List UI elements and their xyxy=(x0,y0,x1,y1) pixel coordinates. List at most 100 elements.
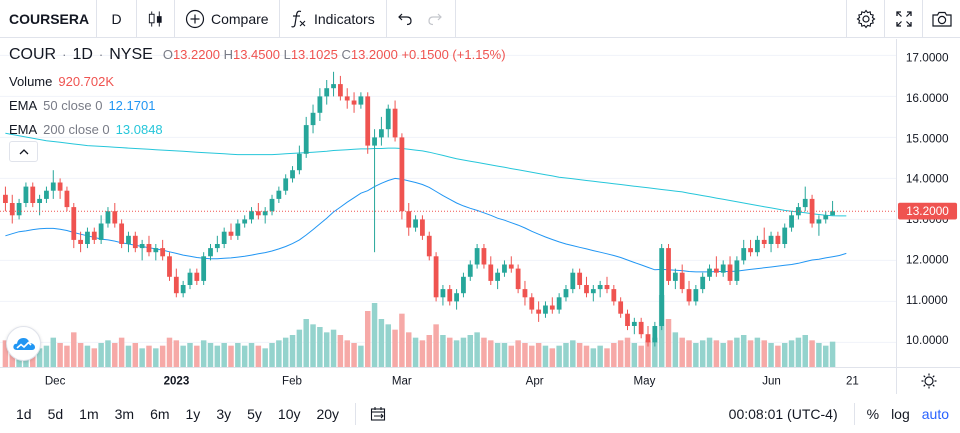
range-button-10y[interactable]: 10y xyxy=(277,405,301,422)
candle-body xyxy=(235,223,241,236)
candle-body xyxy=(126,235,131,244)
volume-bar xyxy=(194,345,200,367)
indicators-label: Indicators xyxy=(314,10,375,27)
candle xyxy=(549,297,555,314)
volume-bar xyxy=(631,343,638,367)
price-axis[interactable]: 17.000016.000015.000014.000013.000012.00… xyxy=(896,39,960,367)
indicators-button[interactable]: Indicators xyxy=(280,0,387,38)
volume-bar xyxy=(255,345,262,367)
candle xyxy=(139,239,145,261)
legend-dot: · xyxy=(98,47,104,62)
candle xyxy=(700,272,706,294)
candle-body xyxy=(37,198,42,203)
candle xyxy=(296,145,302,175)
candle-body xyxy=(666,248,671,281)
volume-bar xyxy=(351,343,357,367)
volume-bar xyxy=(317,327,323,367)
candle xyxy=(543,301,548,318)
snapshot-button[interactable] xyxy=(922,0,960,38)
undo-icon[interactable] xyxy=(397,11,413,27)
candle-body xyxy=(782,227,788,244)
toolbar-right xyxy=(846,0,960,38)
volume-bar xyxy=(112,343,118,367)
candle-body xyxy=(447,289,453,302)
range-button-5y[interactable]: 5y xyxy=(247,405,262,422)
ema200-legend[interactable]: EMA 200 close 0 13.0848 xyxy=(9,117,506,141)
fullscreen-icon xyxy=(895,11,912,27)
legend-ticker: COUR xyxy=(9,46,57,63)
compare-button[interactable]: Compare xyxy=(175,0,280,38)
axis-settings-corner[interactable] xyxy=(896,367,960,394)
candle-body xyxy=(809,198,815,224)
candle-body xyxy=(173,276,179,294)
fullscreen-button[interactable] xyxy=(884,0,922,38)
range-button-1m[interactable]: 1m xyxy=(79,405,99,422)
top-toolbar: COURSERA D Compare Indicators xyxy=(0,0,960,38)
candle-body xyxy=(461,276,466,294)
function-icon xyxy=(291,10,306,27)
settings-button[interactable] xyxy=(846,0,884,38)
candle xyxy=(276,186,282,203)
candle xyxy=(262,207,268,224)
redo-icon[interactable] xyxy=(427,11,443,27)
candle-body xyxy=(153,248,159,253)
candle-body xyxy=(481,248,487,265)
bottom-right-controls: 00:08:01 (UTC-4) % log auto xyxy=(713,394,960,433)
volume-bar xyxy=(371,303,378,367)
auto-toggle[interactable]: auto xyxy=(921,405,949,422)
volume-bar xyxy=(43,345,50,367)
volume-bar xyxy=(494,343,501,367)
timezone-clock[interactable]: 00:08:01 (UTC-4) xyxy=(728,405,838,422)
candle-body xyxy=(249,211,254,220)
chart-type-button[interactable] xyxy=(137,0,175,38)
tradingview-logo-button[interactable] xyxy=(6,326,41,361)
candle xyxy=(358,92,364,109)
interval-button[interactable]: D xyxy=(97,0,137,38)
volume-bar xyxy=(693,343,699,367)
volume-bar xyxy=(453,340,460,367)
range-button-3m[interactable]: 3m xyxy=(114,405,135,422)
volume-legend[interactable]: Volume 920.702K xyxy=(9,69,506,93)
volume-bar xyxy=(159,345,166,367)
candle xyxy=(645,326,651,347)
candle xyxy=(741,239,747,265)
candle xyxy=(754,235,760,257)
candle-body xyxy=(303,125,309,154)
candle-body xyxy=(508,264,514,269)
volume-bar xyxy=(125,345,132,367)
range-button-3y[interactable]: 3y xyxy=(216,405,232,422)
candle xyxy=(659,244,665,331)
candle xyxy=(16,198,22,220)
candle xyxy=(365,92,371,154)
range-button-5d[interactable]: 5d xyxy=(47,405,64,422)
candle-body xyxy=(830,211,835,216)
legend-interval: 1D xyxy=(72,46,93,63)
log-toggle[interactable]: log xyxy=(891,405,910,422)
range-button-20y[interactable]: 20y xyxy=(316,405,340,422)
symbol-search-button[interactable]: COURSERA xyxy=(0,0,97,38)
candle xyxy=(686,280,692,306)
volume-bar xyxy=(563,343,569,367)
candle-body xyxy=(495,272,501,281)
candle xyxy=(426,231,432,261)
date-range-button[interactable] xyxy=(364,406,394,422)
candle-body xyxy=(638,321,644,335)
candle xyxy=(823,211,829,224)
volume-bar xyxy=(358,345,364,367)
candle-body xyxy=(761,239,767,244)
range-button-1d[interactable]: 1d xyxy=(16,405,32,422)
volume-bar xyxy=(77,343,84,367)
range-button-6m[interactable]: 6m xyxy=(150,405,170,422)
legend-collapse-button[interactable] xyxy=(9,141,38,162)
candles-icon xyxy=(148,10,162,27)
bottom-toolbar: 1d 5d 1m 3m 6m 1y 3y 5y 10y 20y 00:08:01 (UTC-4) … xyxy=(0,394,960,433)
range-button-1y[interactable]: 1y xyxy=(185,405,201,422)
volume-bar xyxy=(624,337,631,367)
volume-bar xyxy=(556,345,562,367)
price-chart[interactable] xyxy=(0,39,896,367)
time-axis[interactable]: Dec 2023 Feb Mar Apr May Jun 21 xyxy=(0,367,896,394)
candle-body xyxy=(262,211,268,216)
ema50-legend[interactable]: EMA 50 close 0 12.1701 xyxy=(9,93,506,117)
percent-toggle[interactable]: % xyxy=(866,405,880,422)
calendar-range-icon xyxy=(371,406,386,421)
